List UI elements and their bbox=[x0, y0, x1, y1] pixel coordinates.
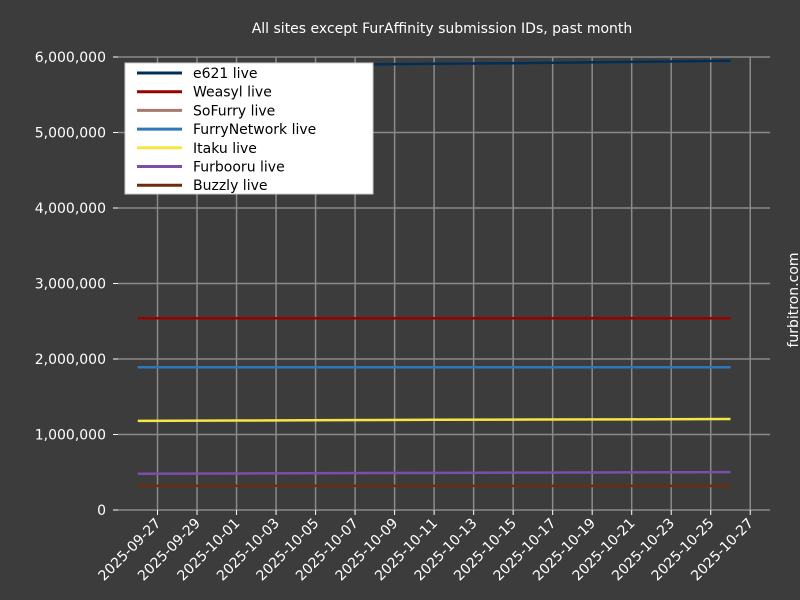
y-tick-label: 6,000,000 bbox=[35, 50, 106, 66]
series-line bbox=[137, 417, 731, 423]
side-label: furbitron.com bbox=[786, 252, 800, 347]
y-tick-label: 0 bbox=[97, 503, 106, 519]
y-tick-label: 5,000,000 bbox=[35, 126, 106, 142]
legend-label: Buzzly live bbox=[193, 178, 267, 194]
series-line bbox=[137, 470, 731, 476]
y-tick-label: 4,000,000 bbox=[35, 201, 106, 217]
legend-label: e621 live bbox=[193, 66, 257, 82]
legend-label: Furbooru live bbox=[193, 160, 285, 176]
y-tick-label: 3,000,000 bbox=[35, 277, 106, 293]
legend-label: SoFurry live bbox=[193, 103, 275, 119]
chart-title: All sites except FurAffinity submission … bbox=[252, 21, 633, 37]
legend-label: Weasyl live bbox=[193, 85, 272, 101]
y-tick-label: 1,000,000 bbox=[35, 428, 106, 444]
y-tick-label: 2,000,000 bbox=[35, 352, 106, 368]
legend-label: Itaku live bbox=[193, 141, 257, 157]
legend-label: FurryNetwork live bbox=[193, 122, 316, 138]
